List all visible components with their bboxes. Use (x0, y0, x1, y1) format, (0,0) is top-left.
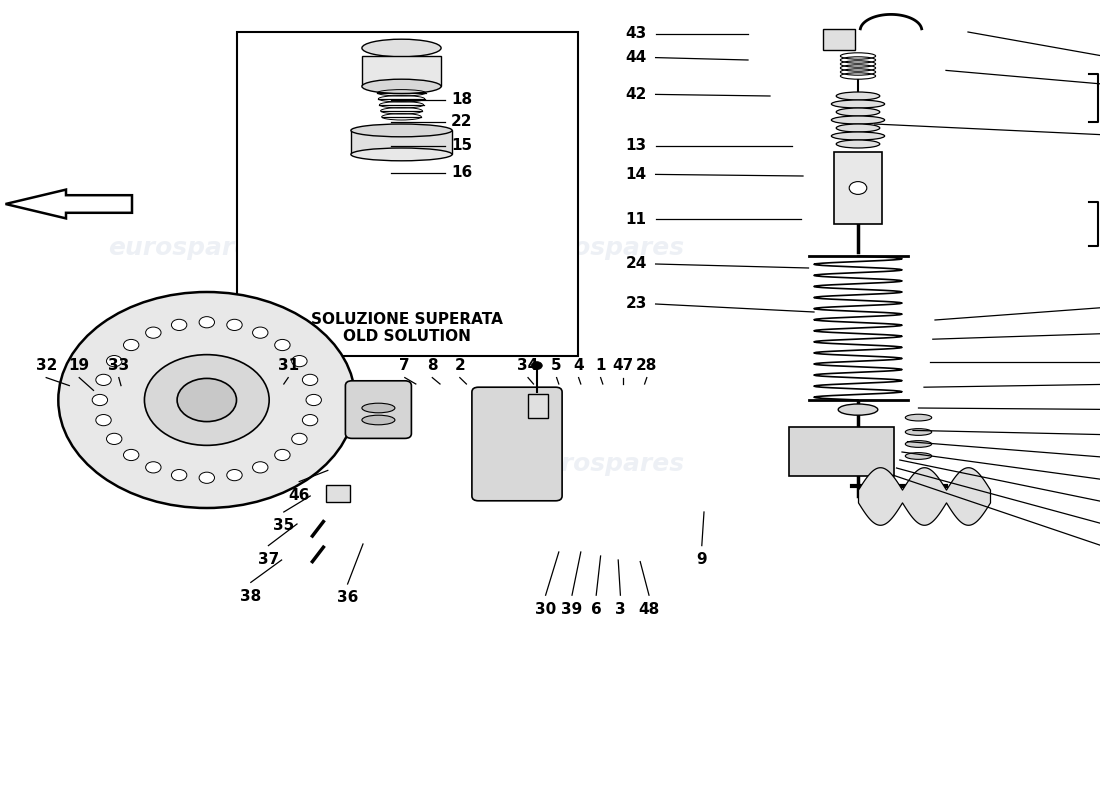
Text: 14: 14 (626, 167, 647, 182)
Circle shape (292, 355, 307, 366)
Bar (528, 394, 548, 418)
Text: 44: 44 (626, 50, 647, 65)
Text: 37: 37 (257, 552, 279, 567)
Text: 3: 3 (615, 602, 626, 617)
FancyBboxPatch shape (345, 381, 411, 438)
Ellipse shape (836, 140, 880, 148)
Ellipse shape (836, 108, 880, 116)
Bar (236, 32, 578, 356)
Text: 2: 2 (454, 358, 465, 373)
Circle shape (58, 292, 355, 508)
Circle shape (275, 339, 290, 350)
Circle shape (172, 470, 187, 481)
Bar (351, 130, 452, 154)
Text: 39: 39 (561, 602, 583, 617)
Circle shape (306, 394, 321, 406)
Circle shape (107, 355, 122, 366)
Ellipse shape (362, 415, 395, 425)
Circle shape (227, 319, 242, 330)
Ellipse shape (362, 39, 441, 57)
Ellipse shape (362, 79, 441, 94)
FancyBboxPatch shape (789, 427, 894, 476)
Text: 16: 16 (451, 166, 472, 180)
Ellipse shape (905, 453, 932, 459)
Text: 8: 8 (427, 358, 438, 373)
Text: 48: 48 (638, 602, 660, 617)
Ellipse shape (836, 92, 880, 100)
Ellipse shape (905, 441, 932, 447)
Text: 1: 1 (595, 358, 606, 373)
Circle shape (96, 414, 111, 426)
Bar (834, 152, 882, 224)
FancyBboxPatch shape (472, 387, 562, 501)
Circle shape (145, 327, 161, 338)
Circle shape (123, 450, 139, 461)
Circle shape (849, 182, 867, 194)
Circle shape (275, 450, 290, 461)
Circle shape (531, 362, 542, 370)
Ellipse shape (832, 100, 884, 108)
Text: 30: 30 (535, 602, 557, 617)
Ellipse shape (832, 132, 884, 140)
Ellipse shape (832, 116, 884, 124)
Circle shape (253, 327, 268, 338)
Text: 9: 9 (696, 552, 707, 567)
Text: 38: 38 (240, 589, 262, 604)
Text: eurospares: eurospares (108, 452, 266, 476)
Text: 23: 23 (626, 297, 647, 311)
Ellipse shape (362, 403, 395, 413)
Text: 24: 24 (626, 257, 647, 271)
Text: 11: 11 (626, 212, 647, 226)
Text: 33: 33 (108, 358, 130, 373)
Ellipse shape (351, 124, 452, 137)
Ellipse shape (838, 404, 878, 415)
Circle shape (123, 339, 139, 350)
Polygon shape (6, 190, 132, 218)
Text: 42: 42 (626, 87, 647, 102)
Text: 35: 35 (273, 518, 295, 534)
Text: 19: 19 (68, 358, 90, 373)
Text: SOLUZIONE SUPERATA
OLD SOLUTION: SOLUZIONE SUPERATA OLD SOLUTION (311, 312, 503, 344)
Ellipse shape (351, 148, 452, 161)
Text: 34: 34 (517, 358, 539, 373)
Text: 46: 46 (288, 488, 310, 503)
Text: 5: 5 (551, 358, 562, 373)
Circle shape (253, 462, 268, 473)
Bar (326, 485, 350, 502)
Circle shape (227, 470, 242, 481)
Circle shape (177, 378, 236, 422)
Circle shape (145, 462, 161, 473)
FancyBboxPatch shape (823, 29, 855, 50)
Text: 13: 13 (626, 138, 647, 153)
Text: eurospares: eurospares (526, 236, 684, 260)
Circle shape (107, 434, 122, 445)
Text: 28: 28 (636, 358, 658, 373)
Text: 22: 22 (451, 114, 473, 129)
Text: 36: 36 (337, 590, 359, 606)
Ellipse shape (905, 414, 932, 421)
Text: 18: 18 (451, 93, 472, 107)
Circle shape (96, 374, 111, 386)
Text: 6: 6 (591, 602, 602, 617)
Bar (362, 56, 441, 86)
Text: 43: 43 (626, 26, 647, 41)
Circle shape (172, 319, 187, 330)
Text: 15: 15 (451, 138, 472, 153)
Text: eurospares: eurospares (526, 452, 684, 476)
Circle shape (144, 354, 270, 446)
Ellipse shape (836, 124, 880, 132)
Text: 31: 31 (277, 358, 299, 373)
Text: 7: 7 (399, 358, 410, 373)
Circle shape (199, 472, 214, 483)
Circle shape (92, 394, 108, 406)
Circle shape (302, 414, 318, 426)
Text: 4: 4 (573, 358, 584, 373)
Circle shape (199, 317, 214, 328)
Text: 32: 32 (35, 358, 57, 373)
Circle shape (302, 374, 318, 386)
Circle shape (292, 434, 307, 445)
Text: eurospares: eurospares (108, 236, 266, 260)
Text: 47: 47 (612, 358, 634, 373)
Ellipse shape (905, 429, 932, 435)
